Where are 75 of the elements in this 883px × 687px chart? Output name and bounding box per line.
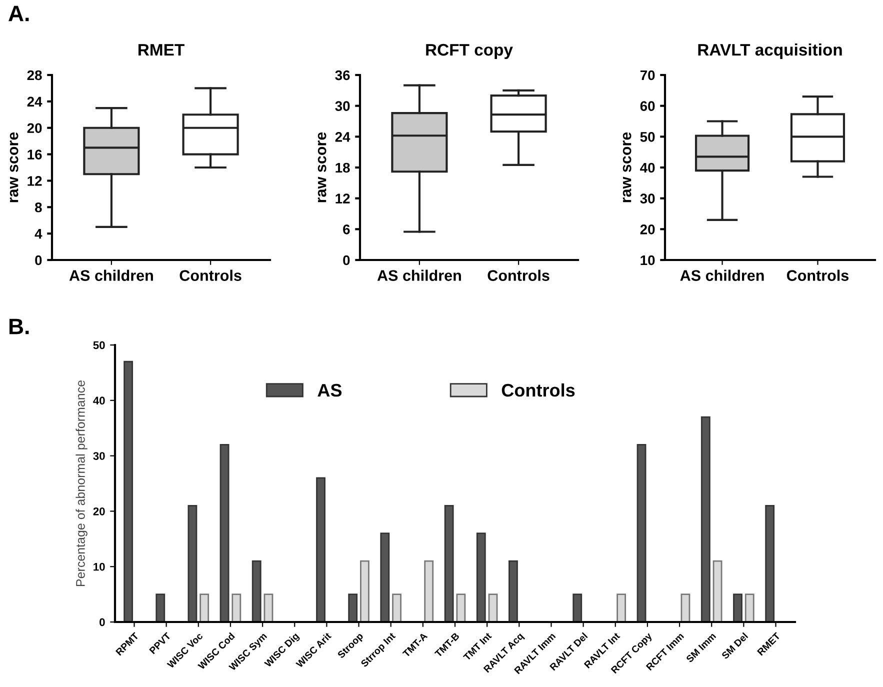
x-tick-label: AS children	[69, 270, 153, 281]
bar	[124, 360, 134, 622]
chart-title: RMET	[138, 44, 184, 56]
y-tick-label: 30	[640, 194, 655, 204]
bar	[572, 594, 582, 622]
y-tick-label: 50	[93, 341, 105, 350]
y-tick-label: 0	[35, 255, 42, 266]
y-axis-title: raw score	[318, 132, 326, 202]
y-tick-label: 16	[28, 150, 42, 160]
bar	[392, 594, 402, 622]
y-tick-label: 30	[93, 452, 105, 460]
legend-label: Controls	[502, 383, 575, 397]
y-tick-label: 36	[335, 70, 350, 80]
chart-title: RCFT copy	[426, 44, 513, 60]
y-tick-label: 20	[93, 507, 105, 516]
y-axis-title: Percentage of abnormal performance	[76, 380, 88, 586]
y-tick-label: 8	[34, 202, 42, 212]
x-tick-label: Controls	[180, 270, 242, 281]
bar	[156, 594, 166, 622]
bar	[348, 594, 358, 622]
bar	[444, 504, 454, 622]
bar	[316, 477, 326, 622]
bar	[220, 444, 230, 622]
bar	[232, 594, 242, 622]
x-tick-label: SM Del	[720, 632, 748, 660]
bar	[188, 504, 198, 622]
y-tick-label: 24	[335, 132, 350, 142]
y-tick-label: 50	[640, 132, 655, 142]
y-tick-label: 60	[640, 101, 655, 112]
y-tick-label: 18	[336, 162, 350, 173]
bar	[380, 532, 390, 622]
bar	[200, 594, 210, 622]
x-tick-label: Controls	[786, 270, 849, 281]
y-axis-title: raw score	[622, 132, 632, 202]
y-tick-label: 20	[27, 123, 42, 134]
y-tick-label: 10	[94, 562, 105, 571]
y-tick-label: 20	[640, 224, 655, 234]
y-tick-label: 30	[335, 101, 350, 112]
bar	[680, 594, 690, 622]
bar	[360, 560, 370, 622]
x-tick-label: AS children	[377, 270, 461, 281]
y-tick-label: 6	[343, 224, 350, 234]
bar	[733, 594, 742, 622]
bar	[508, 560, 518, 622]
x-tick-label: SM Imm	[686, 632, 716, 663]
text: B.	[9, 318, 29, 334]
y-axis-title: raw score	[10, 132, 18, 202]
y-tick-label: 28	[27, 70, 42, 80]
y-tick-label: 10	[640, 255, 655, 266]
bar	[616, 594, 626, 622]
bar	[744, 594, 754, 622]
bar	[264, 594, 274, 622]
bar	[765, 504, 775, 622]
bar	[252, 560, 262, 622]
bar	[712, 560, 722, 622]
y-tick-label: 0	[100, 618, 105, 626]
bar	[636, 444, 646, 622]
y-tick-label: 4	[34, 229, 42, 239]
legend-label: AS	[318, 384, 342, 397]
y-tick-label: 0	[343, 255, 350, 266]
y-tick-label: 12	[28, 176, 42, 186]
bar	[456, 594, 466, 622]
y-tick-label: 40	[640, 162, 655, 173]
y-tick-label: 70	[640, 70, 655, 80]
y-tick-label: 40	[93, 396, 105, 405]
bar	[424, 560, 434, 622]
x-tick-label: Controls	[488, 270, 550, 281]
y-tick-label: 24	[27, 96, 42, 106]
y-tick-label: 12	[336, 194, 350, 204]
bar	[700, 416, 710, 622]
x-tick-label: AS children	[680, 270, 764, 281]
chart-title: RAVLT acquisition	[698, 43, 842, 60]
text: A.	[8, 6, 29, 22]
bar	[488, 594, 498, 622]
bar	[476, 532, 486, 622]
